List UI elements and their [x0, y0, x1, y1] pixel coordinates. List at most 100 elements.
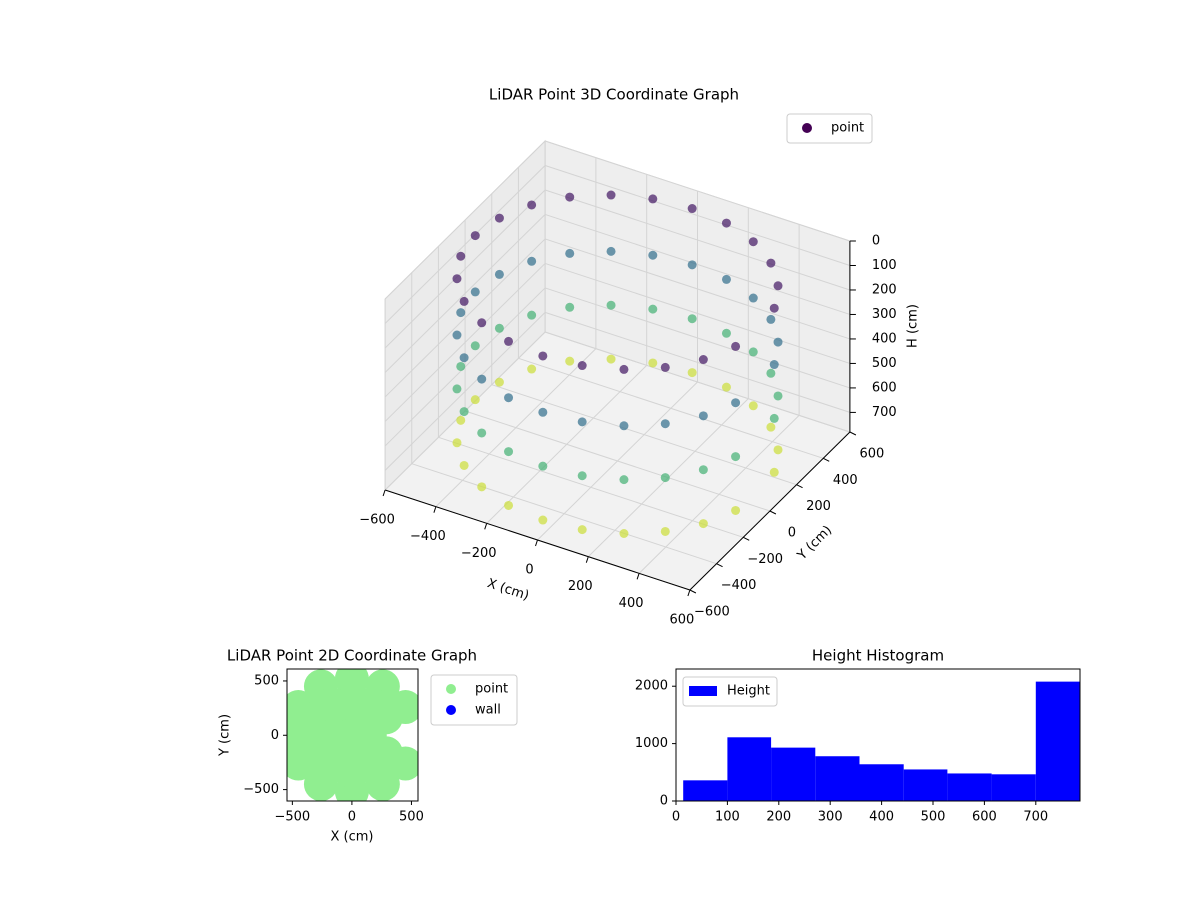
y-tick-label: 600 [859, 447, 884, 462]
grid-line [544, 311, 851, 413]
x-axis-line [384, 489, 691, 591]
point [470, 231, 480, 241]
x-tick-label: 100 [715, 810, 740, 825]
point [477, 428, 487, 438]
tick-mark [796, 484, 803, 489]
legend-label: wall [475, 703, 501, 718]
point [334, 718, 369, 753]
legend-marker [446, 705, 456, 715]
y-tick-label: 0 [271, 728, 279, 743]
x-tick-label: 0 [348, 810, 356, 825]
point [527, 364, 537, 374]
point [470, 395, 480, 405]
x-tick-label: −200 [461, 546, 497, 561]
tick-mark [769, 510, 777, 515]
point [660, 362, 670, 372]
plot-area [287, 669, 418, 801]
bar [1035, 681, 1080, 801]
tick-mark [585, 556, 589, 563]
y-tick-label: −600 [694, 605, 730, 620]
point [698, 465, 708, 475]
grid-line [544, 189, 851, 291]
point [766, 368, 776, 378]
grid-line [438, 436, 744, 538]
point [698, 411, 708, 421]
point [577, 417, 587, 427]
y-tick-label: 2000 [635, 679, 668, 694]
point [606, 190, 616, 200]
point [687, 204, 697, 214]
x-tick-label: 200 [766, 810, 791, 825]
legend-box [682, 676, 778, 707]
tick-mark [687, 589, 691, 597]
x-tick-label: 0 [525, 563, 533, 578]
point [477, 374, 487, 384]
bar [903, 769, 948, 801]
legend-box [786, 113, 873, 144]
point [456, 308, 466, 318]
tick-mark [849, 431, 857, 436]
point [459, 296, 469, 306]
point [494, 269, 504, 279]
grid-line [544, 262, 851, 364]
point [648, 358, 658, 368]
point [731, 452, 741, 462]
y-tick-label: 0 [660, 794, 668, 809]
point [565, 248, 575, 258]
point [748, 293, 758, 303]
y-axis-label: Y (cm) [218, 714, 233, 757]
point [504, 393, 514, 403]
point [660, 473, 670, 483]
x-tick-label: −400 [410, 529, 446, 544]
x-axis-label: X (cm) [331, 830, 374, 845]
point [731, 505, 741, 515]
point [687, 368, 697, 378]
point [648, 194, 658, 204]
point [766, 258, 776, 268]
point [504, 447, 514, 457]
point [459, 407, 469, 417]
bar [771, 747, 816, 801]
chart-title: LiDAR Point 2D Coordinate Graph [227, 647, 477, 665]
x-tick-label: −500 [274, 810, 310, 825]
x-tick-label: 200 [568, 579, 593, 594]
grid-line [384, 165, 546, 324]
bar [815, 756, 860, 801]
z-axis-label: H (cm) [906, 304, 921, 348]
y-axis-line [689, 431, 851, 591]
point [769, 303, 779, 313]
point [721, 218, 731, 228]
point [456, 251, 466, 261]
point [504, 336, 514, 346]
point [660, 419, 670, 429]
grid-line [384, 263, 546, 422]
point [619, 421, 629, 431]
point [648, 250, 658, 260]
point [538, 407, 548, 417]
point [470, 341, 480, 351]
bar [727, 737, 772, 801]
legend-label: Height [727, 684, 770, 699]
y-tick-label: −500 [243, 782, 279, 797]
axes-frame [675, 668, 1081, 802]
grid-line [411, 463, 717, 565]
bar [859, 764, 904, 801]
point [698, 519, 708, 529]
point [748, 347, 758, 357]
point [494, 323, 504, 333]
point [721, 274, 731, 284]
point [538, 351, 548, 361]
point [773, 337, 783, 347]
point [698, 355, 708, 365]
bar [947, 773, 992, 801]
point [452, 438, 462, 448]
z-tick-label: 200 [872, 282, 897, 297]
point [721, 382, 731, 392]
y-tick-label: 1000 [635, 736, 668, 751]
tick-mark [433, 506, 437, 513]
x-tick-label: 0 [672, 810, 680, 825]
z-tick-label: 600 [872, 380, 897, 395]
y-tick-label: 0 [788, 526, 796, 541]
y-tick-label: −200 [747, 552, 783, 567]
